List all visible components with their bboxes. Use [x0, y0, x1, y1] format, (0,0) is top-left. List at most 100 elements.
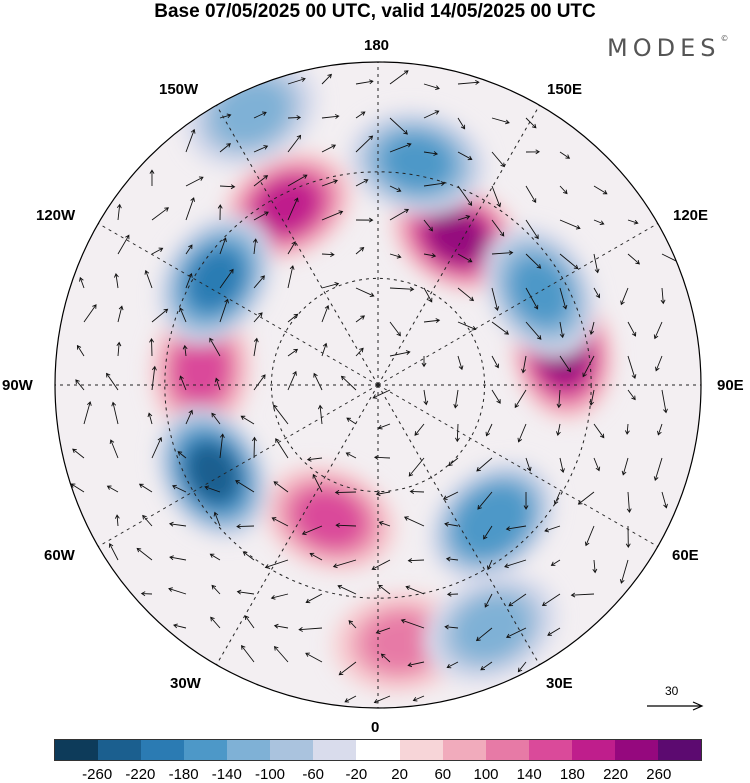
- wind-arrow: [235, 480, 255, 493]
- wind-arrow: [287, 370, 297, 391]
- wind-arrow: [378, 521, 391, 527]
- wind-arrow: [114, 514, 120, 527]
- wind-arrow: [409, 489, 425, 494]
- wind-arrow: [168, 521, 187, 527]
- wind-arrow: [504, 559, 527, 569]
- wind-arrow: [624, 423, 630, 435]
- wind-arrow: [140, 591, 153, 597]
- wind-arrow: [70, 483, 85, 493]
- wind-arrow: [355, 217, 374, 223]
- wind-arrow: [169, 555, 187, 561]
- wind-arrow: [136, 547, 153, 561]
- wind-arrow: [240, 645, 255, 663]
- wind-arrow: [525, 457, 532, 472]
- wind-arrow: [168, 587, 187, 595]
- meridian-line: [377, 105, 540, 386]
- wind-arrow: [306, 456, 323, 462]
- wind-arrow: [211, 584, 221, 595]
- meridian-line: [216, 384, 379, 665]
- wind-arrow: [185, 176, 204, 187]
- wind-arrow: [340, 375, 357, 391]
- lon-label-120w: 120W: [36, 207, 76, 224]
- wind-arrow: [480, 661, 493, 671]
- wind-arrow: [355, 287, 375, 297]
- wind-arrow: [403, 516, 425, 527]
- wind-arrow: [593, 219, 605, 226]
- wind-arrow: [76, 344, 85, 357]
- wind-arrow: [217, 204, 223, 221]
- wind-arrow: [253, 111, 267, 119]
- anomaly-contour: [428, 211, 486, 262]
- wind-arrow: [355, 246, 365, 255]
- wind-arrow: [423, 219, 433, 232]
- wind-arrow: [185, 244, 193, 255]
- wind-arrow: [592, 559, 598, 574]
- wind-arrow: [389, 286, 415, 292]
- wind-arrow: [313, 372, 323, 391]
- wind-arrow: [559, 253, 579, 270]
- wind-arrow: [627, 321, 637, 337]
- wind-arrow: [444, 624, 459, 630]
- lon-label-150w: 150W: [159, 81, 199, 98]
- anomaly-contour: [214, 81, 288, 144]
- brand-name: MODES: [607, 34, 721, 62]
- wind-arrow: [321, 144, 337, 153]
- wind-arrow: [144, 269, 153, 289]
- colorbar-segment: [184, 740, 228, 760]
- meridian-line: [98, 384, 379, 547]
- wind-arrow: [661, 491, 668, 509]
- wind-arrow: [525, 219, 539, 240]
- wind-arrow: [559, 355, 571, 373]
- wind-arrow: [521, 355, 527, 374]
- wind-arrow: [79, 276, 85, 289]
- wind-arrow: [116, 341, 122, 357]
- colorbar-tick-label: 60: [434, 766, 452, 783]
- wind-arrow: [627, 389, 636, 401]
- lon-label-150e: 150E: [547, 81, 583, 98]
- wind-arrow: [116, 203, 122, 221]
- colorbar-tick-label: 100: [473, 766, 499, 783]
- wind-arrow: [407, 558, 425, 563]
- wind-arrow: [273, 645, 289, 663]
- wind-arrow: [525, 253, 542, 269]
- wind-arrow: [344, 695, 357, 703]
- colorbar-ticks: -260 -220 -180 -140 -100 -60 -20 20 60 100 140 180 2…: [54, 766, 702, 783]
- wind-arrow: [211, 412, 221, 425]
- colorbar-tick-label: -220: [125, 766, 156, 783]
- wind-arrow: [423, 389, 429, 406]
- wind-arrow: [477, 491, 493, 510]
- wind-arrow: [378, 584, 391, 595]
- wind-arrow: [287, 134, 302, 153]
- wind-arrow: [556, 423, 561, 436]
- wind-arrow: [219, 433, 225, 459]
- wind-arrow: [151, 308, 169, 323]
- wind-arrow: [298, 627, 323, 632]
- wind-arrow: [213, 511, 221, 527]
- wind-arrow: [559, 287, 568, 310]
- wind-arrow: [151, 247, 164, 255]
- wind-arrow: [253, 312, 263, 323]
- wind-arrow: [559, 185, 568, 195]
- wind-arrow: [219, 184, 236, 190]
- wind-arrow: [72, 448, 85, 459]
- wind-arrow: [251, 436, 257, 459]
- wind-arrow: [108, 542, 119, 561]
- wind-arrow: [321, 73, 332, 85]
- wind-arrow: [273, 623, 289, 629]
- anomaly-contour: [463, 493, 522, 549]
- lon-label-180: 180: [364, 37, 390, 54]
- wind-arrow: [505, 627, 527, 639]
- wind-arrow: [219, 237, 227, 255]
- wind-arrow: [151, 365, 157, 391]
- wind-arrow: [173, 623, 187, 629]
- wind-arrow: [414, 423, 425, 436]
- latitude-circle: [164, 171, 592, 599]
- wind-arrow: [389, 321, 401, 337]
- wind-arrow: [423, 318, 441, 324]
- wind-arrow: [236, 589, 255, 595]
- wind-arrow: [179, 375, 187, 391]
- wind-arrow: [287, 197, 299, 221]
- wind-arrow: [593, 457, 601, 472]
- wind-arrow: [111, 401, 119, 425]
